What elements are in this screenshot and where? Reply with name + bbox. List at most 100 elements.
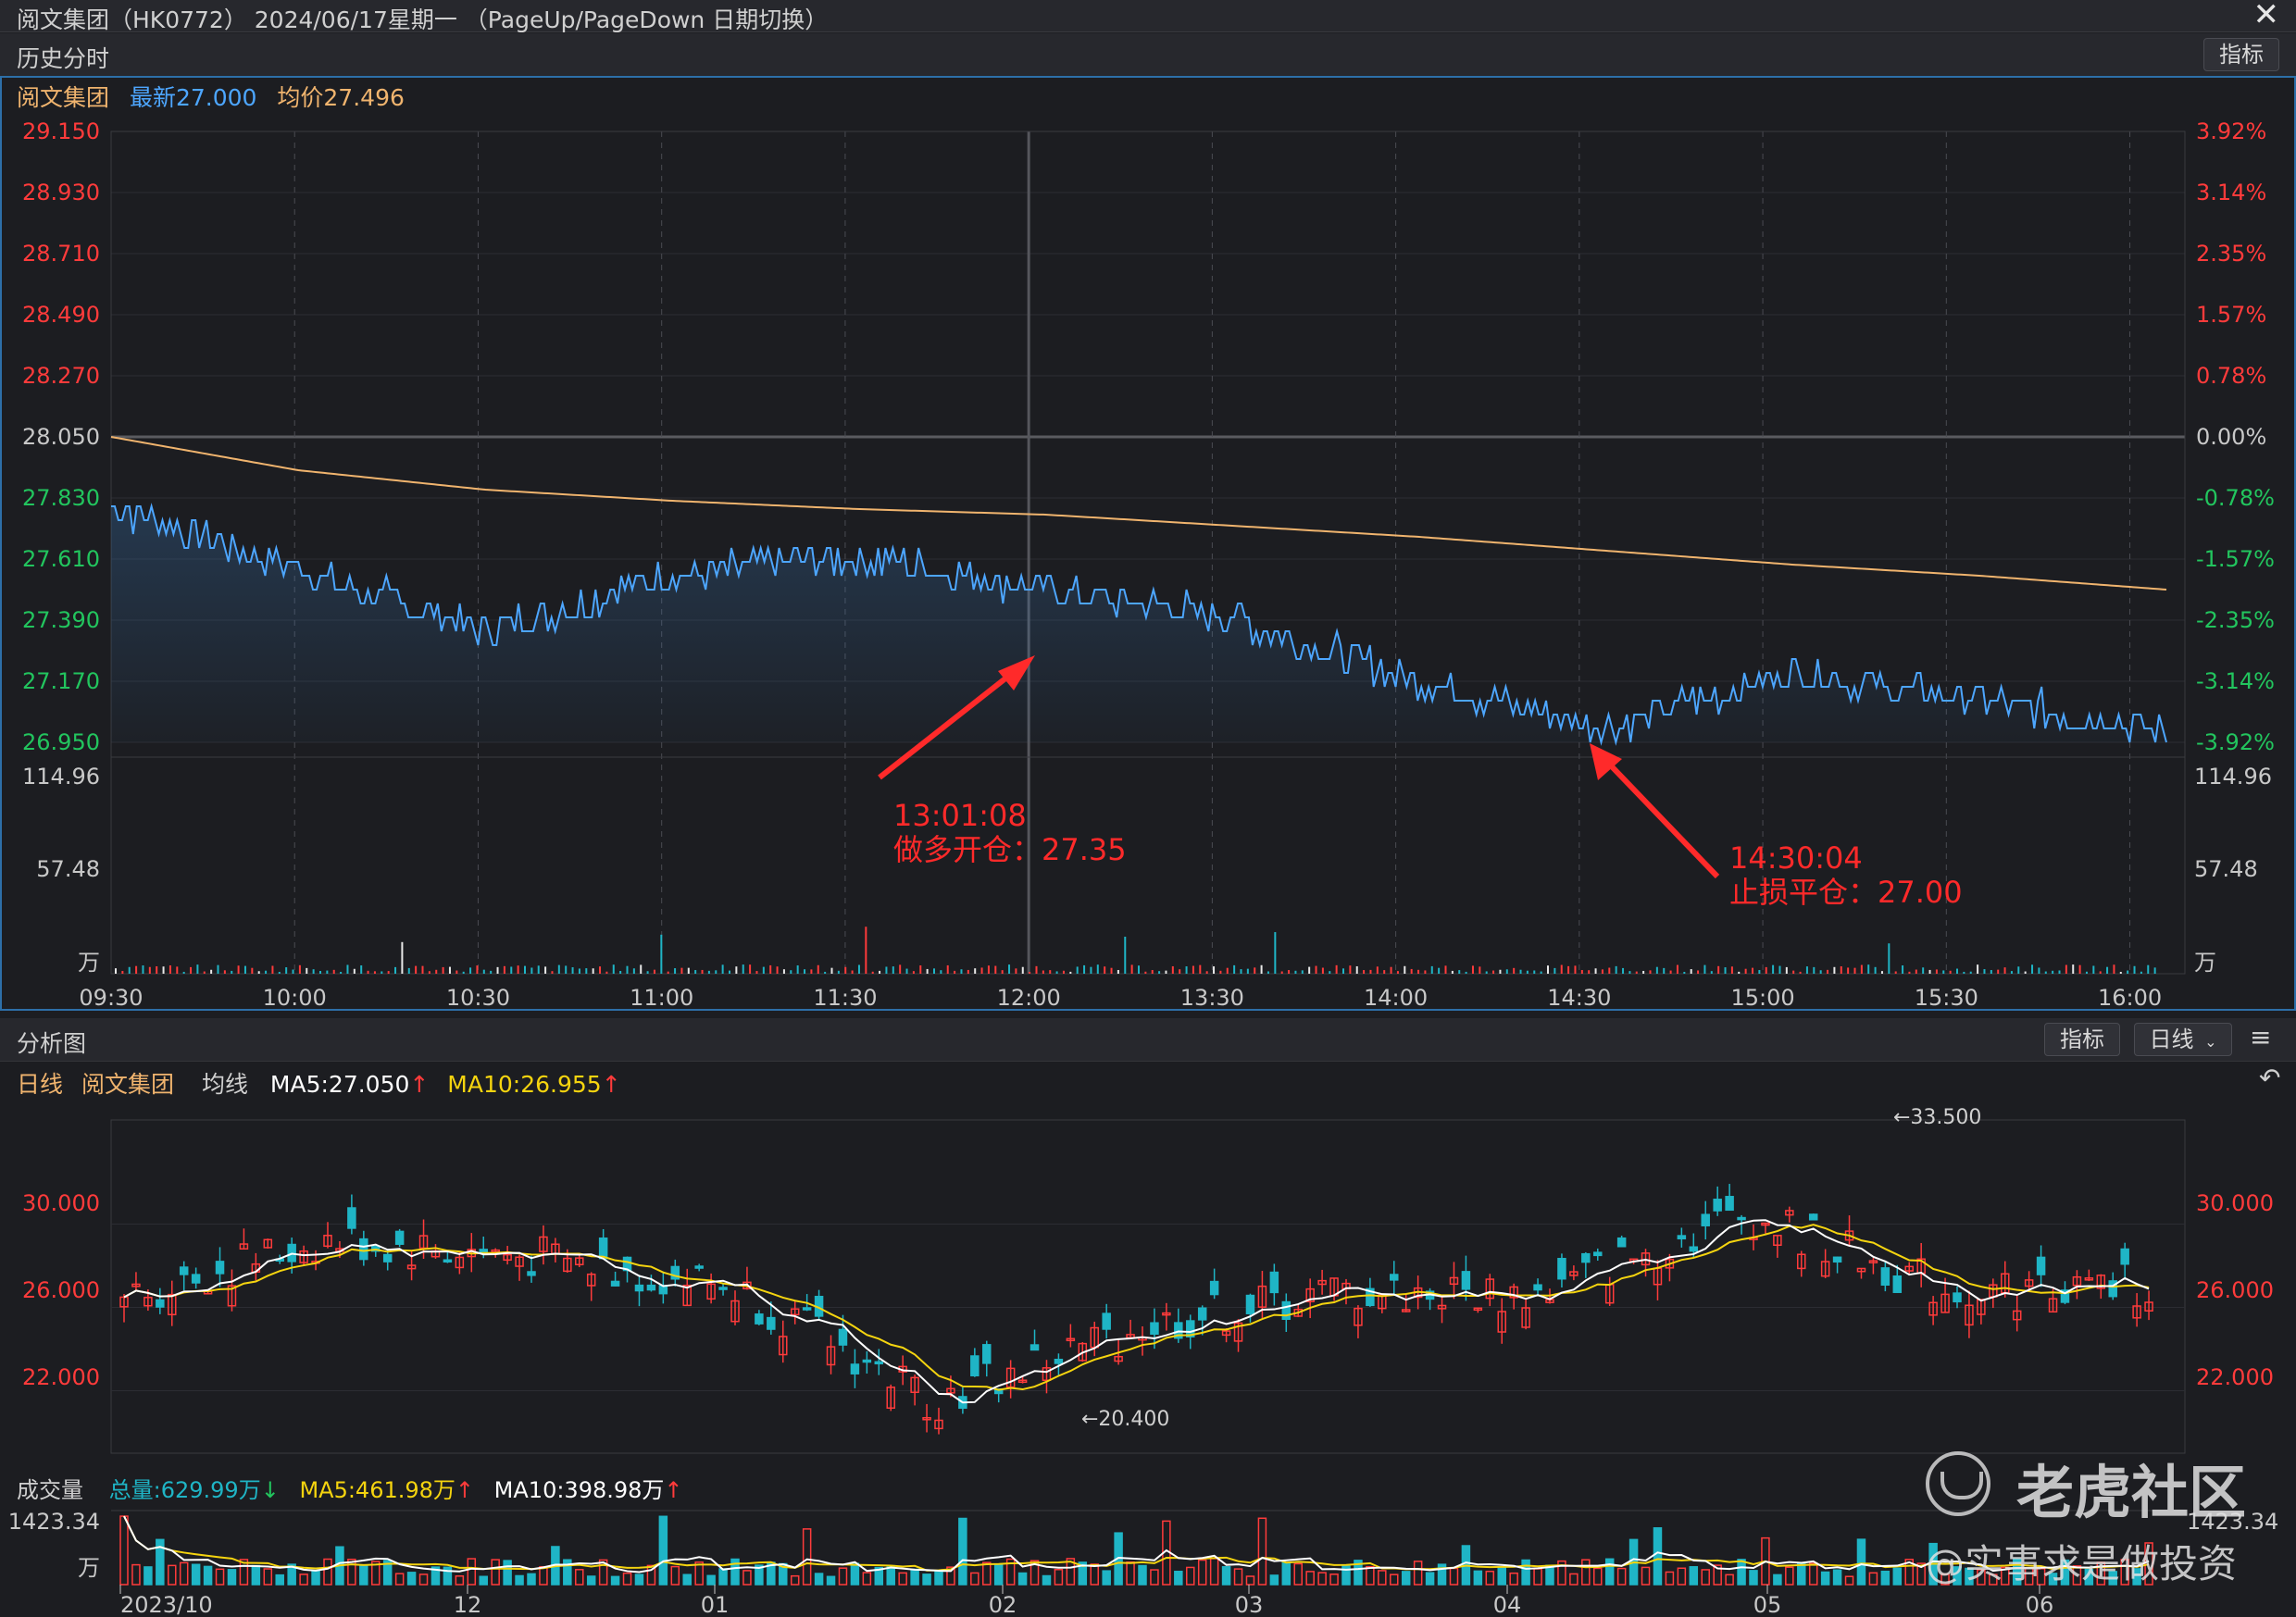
intraday-volume-bar	[1008, 964, 1011, 974]
intraday-volume-bar	[871, 971, 874, 974]
intraday-volume-bar	[156, 965, 158, 974]
volume-unit: 万	[78, 1555, 100, 1581]
intraday-volume-bar	[592, 968, 594, 974]
price-tick: 27.610	[22, 546, 100, 572]
daily-volume-bar	[479, 1575, 488, 1586]
daily-volume-bar	[1604, 1558, 1615, 1586]
intraday-volume-bar	[1669, 970, 1672, 974]
price-area	[111, 506, 2166, 742]
daily-volume-bar	[1725, 1573, 1734, 1586]
candle-body	[144, 1297, 153, 1307]
volume-tick-top: 1423.34	[8, 1509, 100, 1535]
daily-volume-bar	[215, 1568, 225, 1586]
intraday-volume-bar	[1254, 967, 1256, 974]
intraday-volume-bar	[865, 927, 867, 974]
intraday-volume-bar	[1029, 971, 1031, 974]
candle-body	[2120, 1248, 2129, 1265]
intraday-volume-bar	[332, 969, 335, 974]
candle-body	[1761, 1222, 1770, 1226]
intraday-volume-bar	[899, 964, 902, 974]
intraday-volume-bar	[1717, 965, 1720, 974]
time-tick: 11:00	[630, 985, 693, 1011]
intraday-volume-bar	[1199, 964, 1202, 974]
daily-volume-bar	[1257, 1517, 1267, 1586]
period-select[interactable]: 日线 ⌄	[2134, 1023, 2232, 1056]
daily-volume-bar	[1150, 1569, 1159, 1586]
candle-body	[191, 1274, 201, 1284]
intraday-volume-bar	[326, 970, 329, 974]
price-tick: 29.150	[22, 118, 100, 144]
intraday-volume-bar	[1390, 966, 1392, 974]
daily-volume-bar	[718, 1568, 728, 1586]
intraday-volume-bar	[1151, 970, 1154, 974]
daily-volume-bar	[382, 1560, 393, 1586]
daily-volume-bar	[610, 1575, 620, 1586]
intraday-volume-bar	[1471, 965, 1474, 974]
intraday-volume-bar	[428, 971, 430, 974]
daily-volume-bar	[394, 1573, 405, 1586]
price-tick: 27.170	[22, 668, 100, 694]
intraday-volume-bar	[1956, 968, 1958, 974]
daily-volume-bar	[898, 1572, 907, 1586]
intraday-volume-bar	[462, 971, 465, 974]
intraday-volume-bar	[810, 969, 813, 974]
candle-body	[168, 1293, 177, 1316]
intraday-volume-bar	[1342, 968, 1344, 974]
candle-body	[323, 1235, 332, 1248]
close-icon[interactable]: ✕	[2252, 0, 2280, 33]
candle-body	[1521, 1307, 1530, 1328]
intraday-volume-bar	[2099, 971, 2102, 974]
candle-body	[1641, 1252, 1651, 1266]
intraday-volume-bar	[1580, 970, 1583, 974]
intraday-volume-bar	[176, 966, 179, 974]
period-select-value: 日线	[2149, 1026, 2194, 1052]
intraday-volume-bar	[1608, 967, 1611, 974]
daily-volume-bar	[1689, 1566, 1699, 1586]
intraday-volume-bar	[203, 971, 206, 974]
exit-time-annotation: 14:30:04	[1729, 840, 1863, 876]
intraday-volume-bar	[1444, 965, 1447, 974]
daily-volume-bar	[179, 1561, 189, 1586]
time-tick: 16:00	[2098, 985, 2162, 1011]
intraday-volume-bar	[912, 971, 915, 974]
candle-body	[1892, 1275, 1903, 1293]
daily-volume-bar	[802, 1528, 812, 1586]
candle-body	[2024, 1279, 2034, 1287]
candle-body	[2048, 1298, 2058, 1313]
daily-volume-bar	[1892, 1567, 1903, 1586]
hamburger-icon[interactable]: ≡	[2250, 1022, 2272, 1052]
intraday-volume-bar	[994, 965, 997, 974]
intraday-volume-bar	[940, 970, 942, 974]
daily-volume-bar	[1545, 1564, 1554, 1586]
price-tick: 27.830	[22, 485, 100, 511]
intraday-volume-bar	[1935, 969, 1938, 974]
intraday-volume-bar	[1015, 968, 1017, 974]
pct-tick: 2.35%	[2196, 241, 2266, 267]
daily-volume-bar	[227, 1569, 237, 1586]
intraday-indicator-button[interactable]: 指标	[2203, 38, 2279, 71]
intraday-volume-bar	[1635, 971, 1638, 974]
intraday-volume-bar	[1526, 970, 1529, 974]
intraday-volume-bar	[640, 964, 643, 974]
intraday-volume-bar	[421, 965, 424, 974]
candle-body	[1485, 1278, 1495, 1300]
intraday-vol-tick-top-right: 114.96	[2194, 764, 2272, 790]
pct-tick: 1.57%	[2196, 302, 2266, 328]
intraday-volume-bar	[1840, 966, 1842, 974]
candle-body	[1269, 1271, 1279, 1294]
daily-volume-bar	[1797, 1562, 1806, 1586]
candle-body	[1533, 1284, 1542, 1291]
volume-tick-top-right: 1423.34	[2187, 1509, 2278, 1535]
daily-volume-bar	[742, 1570, 752, 1586]
date-tick: 06	[2026, 1592, 2054, 1617]
time-tick: 14:30	[1547, 985, 1611, 1011]
daily-volume-bar	[299, 1573, 308, 1586]
intraday-volume-bar	[2031, 964, 2034, 974]
intraday-volume-bar	[1649, 970, 1652, 974]
intraday-volume-bar	[1083, 964, 1086, 974]
intraday-volume-bar	[2058, 970, 2061, 974]
analysis-indicator-button[interactable]: 指标	[2044, 1023, 2120, 1056]
intraday-volume-bar	[926, 968, 929, 974]
candle-body	[443, 1259, 453, 1263]
undo-icon[interactable]: ↶	[2259, 1063, 2281, 1093]
